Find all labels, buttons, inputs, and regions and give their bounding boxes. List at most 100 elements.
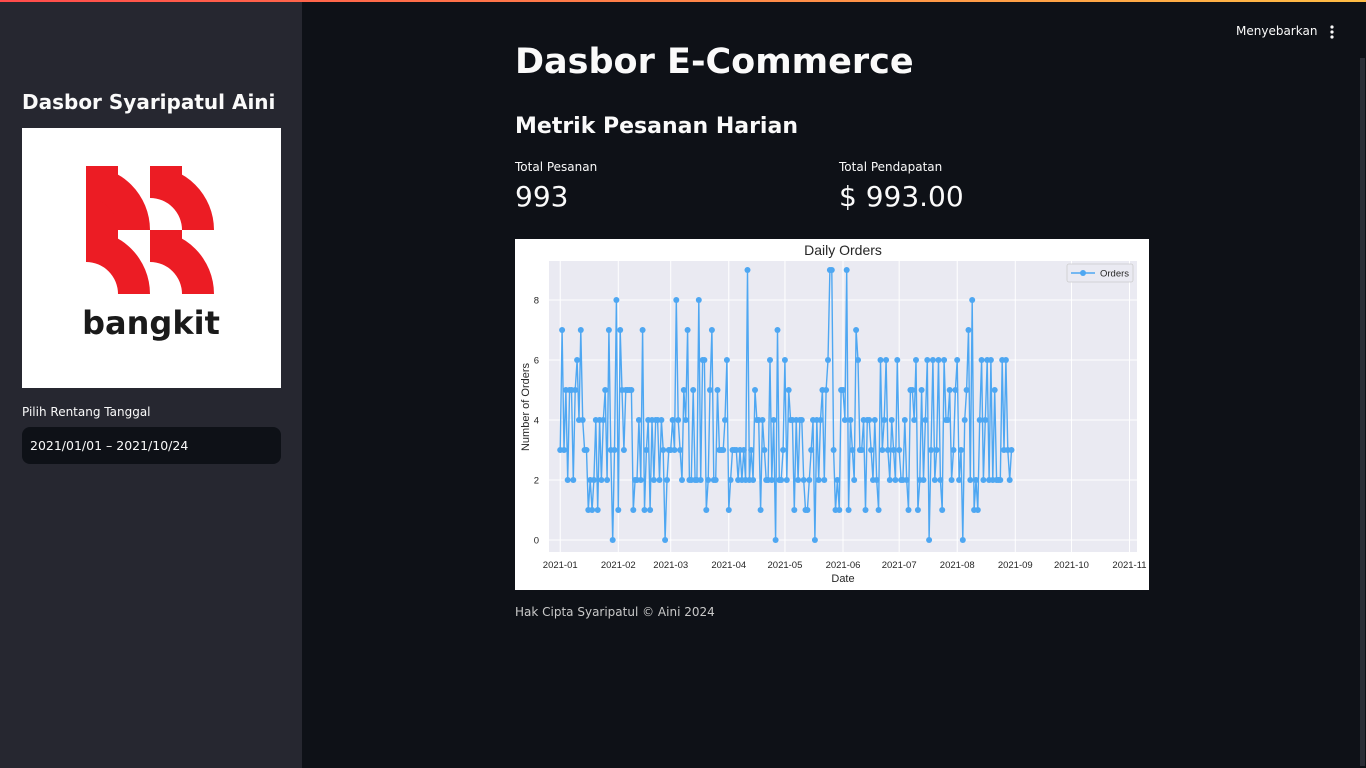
data-point bbox=[974, 507, 981, 513]
data-point bbox=[785, 387, 792, 393]
data-point bbox=[1006, 477, 1013, 483]
data-point bbox=[954, 357, 961, 363]
data-point bbox=[821, 477, 828, 483]
x-tick-label: 2021-10 bbox=[1054, 560, 1089, 571]
daily-orders-chart: Daily Orders 0 2 4 6 8 2021-01 2021-02 2021-03 2… bbox=[515, 239, 1149, 590]
data-point bbox=[913, 357, 919, 363]
data-point bbox=[963, 387, 970, 393]
data-point bbox=[886, 477, 893, 483]
data-point bbox=[808, 447, 815, 453]
data-point bbox=[673, 297, 680, 303]
data-point bbox=[572, 387, 579, 393]
data-point bbox=[928, 447, 934, 453]
scrollbar[interactable] bbox=[1360, 58, 1365, 766]
chart-legend: Orders bbox=[1066, 263, 1134, 283]
data-point bbox=[589, 507, 596, 513]
data-point bbox=[987, 357, 994, 363]
data-point bbox=[858, 447, 865, 453]
data-point bbox=[703, 507, 710, 513]
data-point bbox=[901, 417, 908, 423]
data-point bbox=[783, 477, 790, 483]
data-point bbox=[1008, 447, 1015, 453]
data-point bbox=[890, 447, 897, 453]
data-point bbox=[828, 267, 835, 273]
data-point bbox=[559, 327, 566, 333]
deploy-button[interactable]: Menyebarkan bbox=[1236, 24, 1318, 38]
data-point bbox=[690, 387, 697, 393]
data-point bbox=[761, 447, 768, 453]
data-point bbox=[811, 537, 818, 543]
data-point bbox=[594, 507, 601, 513]
data-point bbox=[883, 357, 890, 363]
data-point bbox=[675, 417, 682, 423]
data-point bbox=[628, 387, 635, 393]
data-point bbox=[806, 477, 813, 483]
data-point bbox=[967, 477, 974, 483]
date-range-input[interactable]: 2021/01/01 – 2021/10/24 bbox=[22, 427, 281, 464]
x-tick-label: 2021-11 bbox=[1112, 560, 1146, 571]
data-point bbox=[611, 447, 618, 453]
data-point bbox=[944, 417, 951, 423]
data-point bbox=[752, 387, 758, 393]
data-point bbox=[671, 447, 678, 453]
data-point bbox=[862, 507, 869, 513]
data-point bbox=[647, 507, 654, 513]
data-point bbox=[976, 417, 983, 423]
data-point bbox=[873, 477, 880, 483]
y-tick-label: 8 bbox=[534, 296, 539, 307]
date-range-label: Pilih Rentang Tanggal bbox=[22, 405, 151, 419]
data-point bbox=[884, 447, 891, 453]
data-point bbox=[635, 417, 642, 423]
data-point bbox=[669, 417, 676, 423]
data-point bbox=[658, 417, 665, 423]
data-point bbox=[600, 417, 607, 423]
data-point bbox=[643, 447, 650, 453]
data-point bbox=[804, 507, 811, 513]
data-point bbox=[774, 327, 781, 333]
data-point bbox=[641, 507, 648, 513]
data-point bbox=[853, 327, 860, 333]
x-axis-label: Date bbox=[831, 573, 854, 585]
data-point bbox=[969, 297, 976, 303]
data-point bbox=[781, 357, 788, 363]
data-point bbox=[725, 507, 732, 513]
sidebar: Dasbor Syaripatul Aini bangkit Pilih Ren… bbox=[0, 2, 302, 768]
data-point bbox=[602, 387, 609, 393]
data-point bbox=[583, 447, 590, 453]
data-point bbox=[991, 387, 998, 393]
data-point bbox=[620, 447, 627, 453]
data-point bbox=[937, 477, 944, 483]
data-point bbox=[843, 267, 850, 273]
data-point bbox=[929, 357, 936, 363]
data-point bbox=[748, 447, 755, 453]
data-point bbox=[941, 357, 948, 363]
bangkit-logo: bangkit bbox=[22, 128, 281, 388]
data-point bbox=[682, 417, 689, 423]
data-point bbox=[1002, 357, 1009, 363]
data-point bbox=[849, 447, 856, 453]
data-point bbox=[564, 477, 571, 483]
sidebar-title: Dasbor Syaripatul Aini bbox=[22, 90, 276, 114]
data-point bbox=[935, 357, 942, 363]
metric-label-orders: Total Pesanan bbox=[515, 160, 598, 174]
data-point bbox=[759, 417, 766, 423]
y-tick-label: 2 bbox=[534, 476, 539, 487]
data-point bbox=[855, 357, 861, 363]
section-title: Metrik Pesanan Harian bbox=[515, 114, 798, 139]
kebab-menu-icon[interactable] bbox=[1325, 22, 1339, 42]
data-point bbox=[931, 477, 938, 483]
data-point bbox=[579, 417, 586, 423]
data-point bbox=[958, 447, 964, 453]
data-point bbox=[939, 507, 946, 513]
data-point bbox=[815, 477, 822, 483]
data-point bbox=[918, 387, 925, 393]
data-point bbox=[817, 417, 824, 423]
data-point bbox=[609, 537, 616, 543]
data-point bbox=[795, 477, 802, 483]
data-point bbox=[662, 537, 669, 543]
data-point bbox=[750, 477, 757, 483]
data-point bbox=[871, 417, 878, 423]
data-point bbox=[757, 507, 764, 513]
data-point bbox=[879, 447, 886, 453]
metric-value-orders: 993 bbox=[515, 180, 569, 213]
